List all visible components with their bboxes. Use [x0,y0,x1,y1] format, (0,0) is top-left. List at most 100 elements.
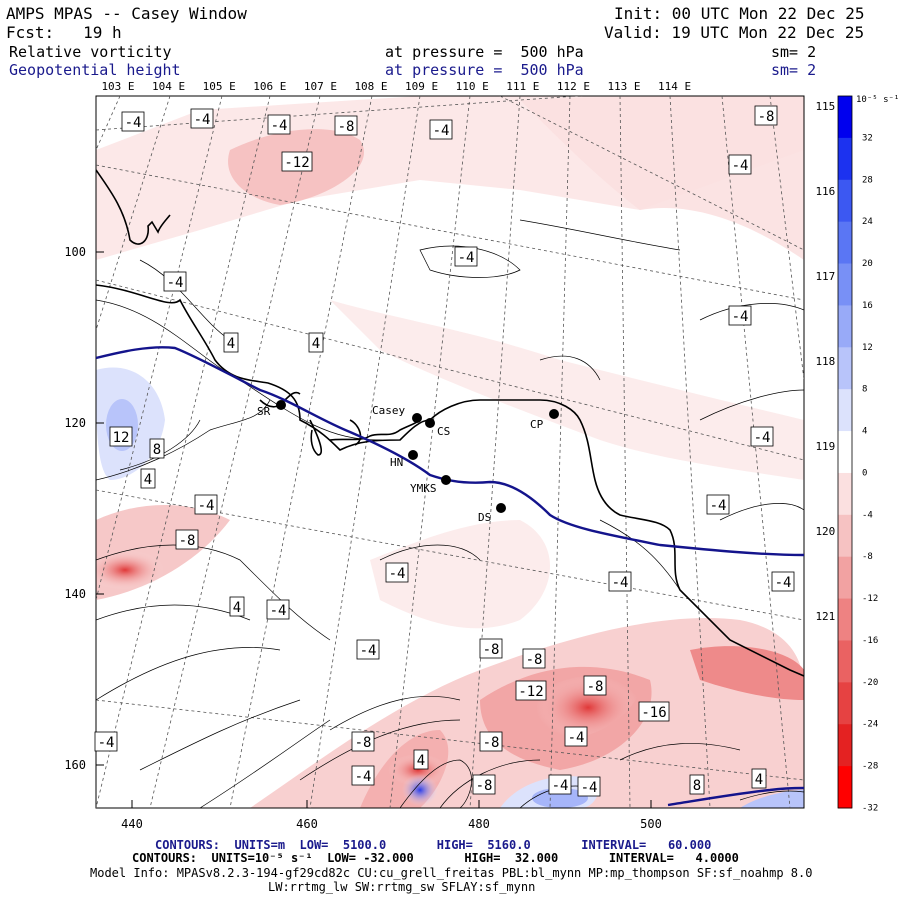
y-tick-label: 120 [64,416,86,430]
contour-label: 4 [308,332,324,353]
colorbar-tick-label: 20 [862,259,873,269]
contour-label: -4 [771,571,795,592]
contour-label: 4 [140,468,156,489]
top-lon-label: 109 E [405,80,438,93]
vorticity-shading [96,96,804,808]
svg-text:-8: -8 [355,735,372,751]
colorbar-swatch [838,514,852,558]
model-info: Model Info: MPASv8.2.3-194-gf29cd82c CU:… [90,866,813,880]
contour-label: -8 [334,115,358,136]
station-label-sr: SR [257,405,271,418]
station-marker-cp [549,409,559,419]
top-lon-label: 112 E [557,80,590,93]
colorbar-swatch [838,96,852,139]
lat-lon-grid [96,96,804,808]
svg-text:-4: -4 [710,498,727,514]
contour-label: 4 [223,332,239,353]
colorbar-frame [837,95,853,809]
contour-label: -4 [706,494,730,515]
y-tick-label: 140 [64,587,86,601]
station-label-cp: CP [530,418,544,431]
svg-text:4: 4 [227,336,235,352]
colorbar-tick-label: 24 [862,217,873,227]
contour-label: -8 [472,774,496,795]
svg-text:-4: -4 [732,309,749,325]
svg-text:-4: -4 [198,498,215,514]
colorbar-swatch [838,137,852,181]
station-label-ymks: YMKS [410,482,437,495]
colorbar-swatch [838,598,852,641]
height-contours [96,346,804,807]
contour-label: -4 [577,776,601,797]
svg-text:4: 4 [755,772,763,788]
top-lon-label: 104 E [152,80,185,93]
colorbar-tick-label: -16 [862,636,878,646]
height-contour-info: CONTOURS: UNITS=m LOW= 5100.0 HIGH= 5160… [155,838,712,852]
colorbar-tick-label: 0 [862,468,867,478]
colorbar-tick-label: -28 [862,762,878,772]
top-lon-label: 111 E [506,80,539,93]
station-label-hn: HN [390,456,403,469]
station-marker-casey [412,413,422,423]
svg-text:-4: -4 [125,115,142,131]
field1-smoothing: sm= 2 [771,43,817,61]
contour-label: -4 [608,571,632,592]
plot-frame [95,95,805,809]
svg-text:-8: -8 [483,642,500,658]
top-lon-label: 110 E [456,80,489,93]
contour-label: 4 [413,749,429,770]
contour-label: -4 [267,114,291,135]
svg-text:-4: -4 [552,778,569,794]
top-lon-label: 106 E [253,80,286,93]
contour-label: -4 [454,246,478,267]
svg-text:-4: -4 [360,643,377,659]
colorbar-swatch [838,389,852,432]
colorbar-swatch [838,682,852,725]
svg-text:-8: -8 [476,778,493,794]
contour-label: 12 [109,426,133,447]
svg-text:-4: -4 [581,780,598,796]
forecast-hour: Fcst: 19 h [6,23,122,42]
contour-label: -12 [281,151,313,172]
top-lon-label: 114 E [658,80,691,93]
svg-text:-8: -8 [338,119,355,135]
contour-label: -8 [522,648,546,669]
svg-text:-4: -4 [194,112,211,128]
y-tick-label: 100 [64,245,86,259]
contour-label: -4 [385,562,409,583]
colorbar-tick-label: -24 [862,720,878,730]
contour-label: -8 [754,105,778,126]
svg-text:8: 8 [153,442,161,458]
x-tick-label: 480 [468,817,490,831]
contour-label: -4 [548,774,572,795]
y-tick-label: 160 [64,758,86,772]
x-tick-label: 460 [296,817,318,831]
contour-label: -16 [638,701,670,722]
colorbar-swatch [838,305,852,348]
svg-text:-4: -4 [775,575,792,591]
svg-text:-8: -8 [483,735,500,751]
colorbar-tick-label: -20 [862,678,878,688]
svg-text:-4: -4 [568,730,585,746]
top-lon-label: 108 E [354,80,387,93]
colorbar-swatch [838,472,852,516]
contour-label: -4 [728,305,752,326]
contour-label: -4 [94,731,118,752]
colorbar-swatch [838,179,852,223]
colorbar-swatch [838,221,852,265]
contour-label: -8 [479,638,503,659]
contour-label: -4 [750,426,774,447]
contour-labels: -4 -4 -4 -8 -4 -8 -12 -4 -4 -4 4 4 -4 -4 12 8 4 -4 -8 -4 -4 4… [94,105,795,797]
valid-time: Valid: 19 UTC Mon 22 Dec 25 [604,23,865,42]
colorbar-tick-label: -12 [862,594,878,604]
colorbar-swatch [838,263,852,306]
field1-name: Relative vorticity [9,43,172,61]
colorbar-tick-label: 8 [862,385,867,395]
svg-text:8: 8 [693,778,701,794]
colorbar-swatch [838,724,852,767]
colorbar-swatch [838,556,852,600]
field2-level: at pressure = 500 hPa [385,61,584,79]
svg-text:-4: -4 [433,123,450,139]
colorbar-tick-label: -8 [862,552,873,562]
field1-level: at pressure = 500 hPa [385,43,584,61]
